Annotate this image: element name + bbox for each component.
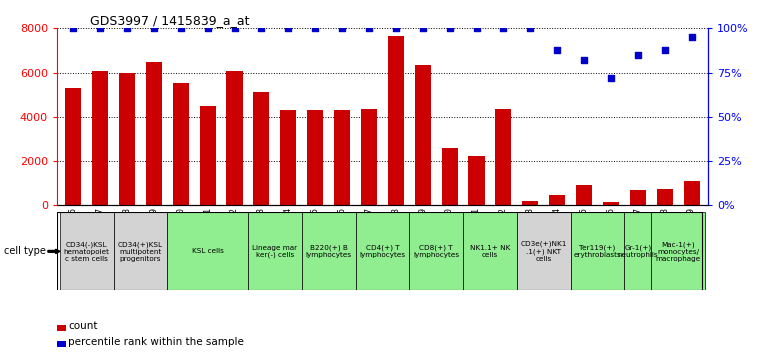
Point (416, 25, 428, 31)
Bar (280, 110, 296, 205)
Bar (495, 109, 511, 205)
Point (175, 25, 187, 31)
FancyBboxPatch shape (571, 212, 624, 290)
Text: Ter119(+)
erythroblasts: Ter119(+) erythroblasts (574, 245, 622, 258)
Bar (441, 148, 457, 205)
Point (363, 25, 375, 31)
Point (67, 25, 79, 31)
Text: CD34(+)KSL
multipotent
progenitors: CD34(+)KSL multipotent progenitors (118, 241, 163, 262)
Bar (65, 88, 81, 205)
Text: CD34(-)KSL
hematopoiet
c stem cells: CD34(-)KSL hematopoiet c stem cells (64, 241, 110, 262)
Bar (576, 185, 592, 205)
FancyBboxPatch shape (409, 212, 463, 290)
Text: B220(+) B
lymphocytes: B220(+) B lymphocytes (306, 245, 352, 258)
Bar (657, 189, 673, 205)
Point (632, 52, 644, 58)
Bar (549, 195, 565, 205)
Point (551, 47, 563, 52)
FancyBboxPatch shape (113, 212, 167, 290)
Bar (199, 106, 215, 205)
Text: CD3e(+)NK1
.1(+) NKT
cells: CD3e(+)NK1 .1(+) NKT cells (521, 241, 567, 262)
FancyBboxPatch shape (624, 212, 651, 290)
Bar (227, 72, 243, 205)
Point (309, 25, 321, 31)
Point (605, 75, 617, 81)
Text: KSL cells: KSL cells (192, 249, 224, 254)
FancyBboxPatch shape (355, 212, 409, 290)
Text: CD4(+) T
lymphocytes: CD4(+) T lymphocytes (359, 245, 406, 258)
Text: cell type: cell type (4, 246, 46, 256)
FancyBboxPatch shape (651, 212, 705, 290)
Bar (334, 110, 350, 205)
Text: Gr-1(+)
neutrophils: Gr-1(+) neutrophils (617, 245, 658, 258)
Bar (173, 82, 189, 205)
Text: Mac-1(+)
monocytes/
macrophage: Mac-1(+) monocytes/ macrophage (655, 241, 701, 262)
Bar (388, 36, 404, 205)
Bar (253, 92, 269, 205)
Bar (683, 181, 699, 205)
Point (497, 25, 509, 31)
Bar (630, 190, 646, 205)
Point (121, 25, 133, 31)
Point (578, 57, 590, 63)
FancyBboxPatch shape (517, 212, 571, 290)
Bar (119, 73, 135, 205)
Bar (361, 109, 377, 205)
Bar (92, 72, 108, 205)
Text: NK1.1+ NK
cells: NK1.1+ NK cells (470, 245, 510, 258)
Text: GDS3997 / 1415839_a_at: GDS3997 / 1415839_a_at (90, 14, 249, 27)
Point (148, 25, 160, 31)
Bar (307, 110, 323, 205)
Bar (469, 155, 485, 205)
Text: percentile rank within the sample: percentile rank within the sample (68, 337, 244, 347)
Text: count: count (68, 321, 98, 331)
Point (390, 25, 402, 31)
Point (470, 25, 482, 31)
Point (228, 25, 240, 31)
FancyBboxPatch shape (248, 212, 302, 290)
Bar (522, 201, 538, 205)
Text: CD8(+) T
lymphocytes: CD8(+) T lymphocytes (413, 245, 459, 258)
FancyBboxPatch shape (302, 212, 355, 290)
Point (256, 25, 268, 31)
Bar (415, 65, 431, 205)
Point (524, 25, 537, 31)
FancyBboxPatch shape (463, 212, 517, 290)
Point (444, 25, 456, 31)
Text: Lineage mar
ker(-) cells: Lineage mar ker(-) cells (253, 245, 298, 258)
FancyBboxPatch shape (167, 212, 248, 290)
Point (202, 25, 214, 31)
Bar (146, 62, 162, 205)
Point (336, 25, 349, 31)
FancyBboxPatch shape (60, 212, 113, 290)
Point (282, 25, 295, 31)
Point (686, 34, 698, 40)
Point (94, 25, 107, 31)
Point (658, 47, 670, 52)
Bar (603, 202, 619, 205)
